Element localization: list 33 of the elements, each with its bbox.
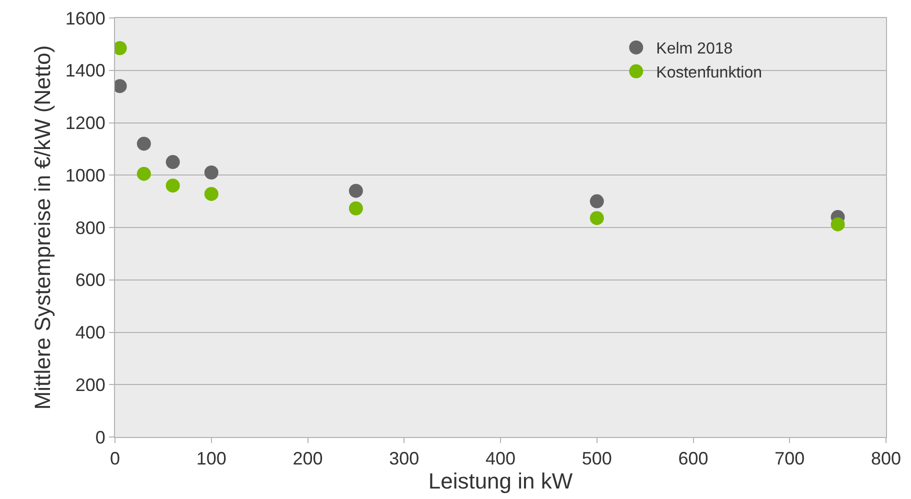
y-tick-label: 200 <box>75 374 106 395</box>
y-axis-title: Mittlere Systempreise in €/kW (Netto) <box>30 45 56 410</box>
y-tick-label: 800 <box>75 218 106 238</box>
x-tick-label: 800 <box>870 448 902 469</box>
x-tick-label: 100 <box>196 448 226 469</box>
legend-label: Kostenfunktion <box>656 64 762 82</box>
point <box>204 166 218 180</box>
y-tick-label: 400 <box>75 322 106 343</box>
x-tick-label: 700 <box>774 448 805 469</box>
point <box>590 194 604 208</box>
x-tick-label: 0 <box>110 448 120 469</box>
x-tick-label: 300 <box>389 448 420 469</box>
point <box>348 201 363 216</box>
x-tick-label: 600 <box>678 448 708 469</box>
x-tick-label: 500 <box>582 448 612 469</box>
point <box>166 178 180 193</box>
point <box>204 186 218 201</box>
point <box>166 155 180 170</box>
point <box>348 184 363 198</box>
x-tick-label: 200 <box>292 448 323 469</box>
legend-label: Kelm 2018 <box>656 40 733 58</box>
point <box>590 211 604 226</box>
y-tick-label: 1200 <box>65 113 106 134</box>
x-tick-label: 400 <box>485 448 516 469</box>
y-tick-label: 1400 <box>65 60 106 81</box>
y-tick-label: 600 <box>75 270 106 290</box>
y-tick-label: 1600 <box>65 8 106 28</box>
point <box>136 166 151 181</box>
point <box>136 136 151 151</box>
point <box>830 217 845 232</box>
x-axis-title: Leistung in kW <box>428 468 573 494</box>
y-tick-label: 0 <box>95 427 106 448</box>
y-tick-label: 1000 <box>65 165 106 186</box>
